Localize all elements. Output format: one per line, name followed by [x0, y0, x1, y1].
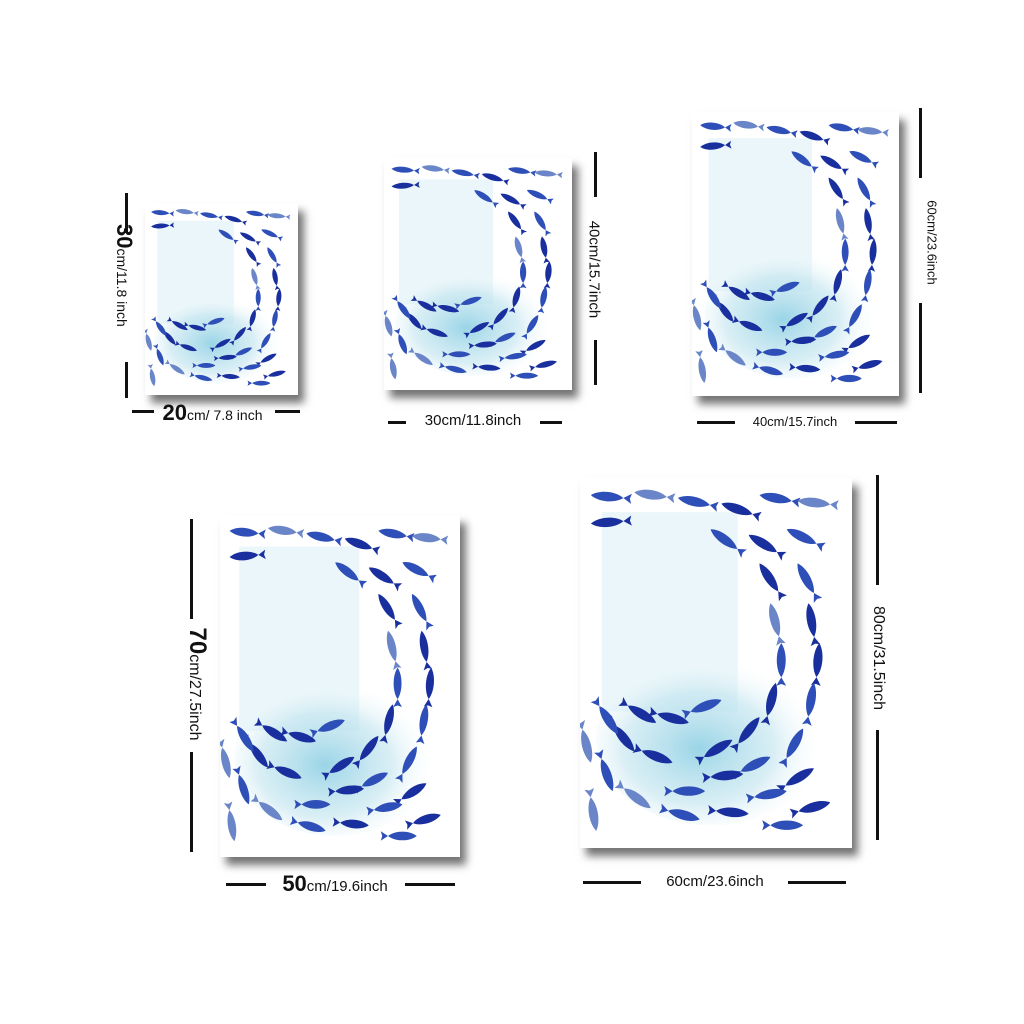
width-label-20x30: 20cm/ 7.8 inch [150, 402, 275, 424]
height-line-top [190, 519, 193, 619]
height-line-top [594, 152, 597, 197]
height-label-30x40: 40cm/15.7inch [585, 220, 603, 319]
height-line-bottom [125, 362, 128, 398]
fish-artwork [580, 478, 852, 848]
fish-artwork [145, 203, 298, 395]
height-line-bottom [876, 730, 879, 840]
poster-50x70 [220, 515, 460, 857]
width-line-right [275, 410, 300, 413]
height-number: 70 [184, 627, 211, 655]
height-unit: cm/11.8 inch [114, 248, 130, 327]
width-number: 20 [162, 400, 187, 425]
width-unit: cm/ 7.8 inch [187, 407, 263, 423]
width-line-left [697, 421, 735, 424]
height-line-bottom [594, 340, 597, 385]
height-unit: cm/27.5inch [186, 654, 203, 741]
height-line-top [919, 108, 922, 178]
width-line-right [405, 883, 455, 886]
width-line-right [540, 421, 562, 424]
width-line-right [788, 881, 846, 884]
width-label-40x60: 40cm/15.7inch [752, 414, 838, 429]
height-label-60x80: 80cm/31.5inch [870, 605, 887, 711]
height-label-20x30: 30cm/11.8 inch [112, 224, 137, 374]
fish-artwork [384, 158, 572, 390]
height-line-top [876, 475, 879, 585]
width-line-left [388, 421, 406, 424]
width-label-60x80: 60cm/23.6inch [666, 873, 764, 890]
height-line-bottom [190, 752, 193, 852]
width-label-30x40: 30cm/11.8inch [424, 412, 522, 429]
width-line-left [226, 883, 266, 886]
width-unit: cm/19.6inch [306, 878, 388, 895]
height-number: 30 [112, 224, 137, 249]
poster-40x60 [692, 112, 899, 396]
height-label-40x60: 60cm/23.6inch [924, 200, 940, 285]
height-label-50x70: 70cm/27.5inch [184, 599, 211, 769]
poster-30x40 [384, 158, 572, 390]
poster-60x80 [580, 478, 852, 848]
height-line-bottom [919, 303, 922, 393]
fish-artwork [220, 515, 460, 857]
fish-artwork [692, 112, 899, 396]
width-line-right [855, 421, 897, 424]
poster-20x30 [145, 203, 298, 395]
width-line-left [583, 881, 641, 884]
width-label-50x70: 50cm/19.6inch [264, 873, 406, 895]
width-number: 50 [282, 871, 307, 896]
width-line-left [132, 410, 154, 413]
height-line-top [125, 193, 128, 233]
